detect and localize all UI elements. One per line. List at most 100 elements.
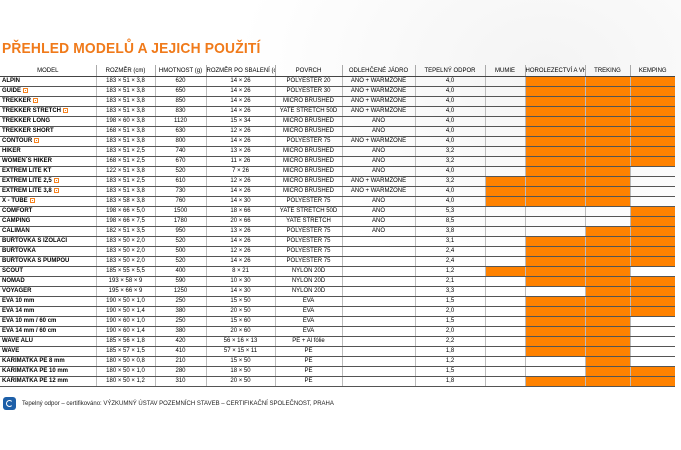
- use-treking-cell: [584, 146, 630, 157]
- size-cell: 183 × 51 × 2,5: [95, 176, 155, 187]
- model-cell: KARIMATKA PE 12 mm: [0, 376, 96, 387]
- model-name: BUŘTOVKA S IZOLACÍ: [2, 238, 68, 244]
- use-treking-cell: [584, 136, 630, 147]
- use-kemping-cell: [629, 196, 675, 207]
- use-horolezectvi-cell: [524, 266, 585, 277]
- weight-cell: 740: [154, 146, 206, 157]
- table-row: HIKER 183 × 51 × 2,5 740 13 × 26 MICRO BRUSH…: [0, 146, 675, 157]
- model-name: GUIDE: [2, 88, 22, 94]
- model-name: BUŘTOVKA: [2, 248, 36, 254]
- packed-cell: 13 × 26: [205, 226, 275, 237]
- model-cell: COMFORT: [0, 206, 96, 217]
- packed-cell: 15 × 50: [205, 356, 275, 367]
- model-name: EVA 10 mm / 60 cm: [2, 318, 57, 324]
- use-treking-cell: [584, 226, 630, 237]
- table-row: ALPIN 183 × 51 × 3,8 620 14 × 26 POLYESTER 2…: [0, 76, 675, 87]
- use-kemping-cell: [629, 216, 675, 227]
- surface-cell: PE + Al fólie: [274, 336, 342, 347]
- core-cell: ANO: [341, 116, 415, 127]
- use-mumie-cell: [484, 246, 525, 257]
- weight-cell: 310: [154, 376, 206, 387]
- weight-cell: 950: [154, 226, 206, 237]
- table-row: BUŘTOVKA 183 × 50 × 2,0 500 12 × 26 POLYESTE…: [0, 246, 675, 257]
- packed-cell: 14 × 26: [205, 256, 275, 267]
- packed-cell: 18 × 66: [205, 206, 275, 217]
- r-cell: 4,0: [414, 186, 485, 197]
- models-table: MODEL ROZMĚR (cm) HMOTNOST (g) ROZMĚR PO SB…: [0, 65, 675, 387]
- use-horolezectvi-cell: [524, 136, 585, 147]
- core-cell: [341, 316, 415, 327]
- r-cell: 4,0: [414, 106, 485, 117]
- table-row: TREKKER SHORT 168 × 51 × 3,8 630 12 × 26 MIC…: [0, 126, 675, 137]
- r-cell: 2,2: [414, 336, 485, 347]
- model-name: CALIMAN: [2, 228, 30, 234]
- table-row: EVA 14 mm / 60 cm 190 × 60 × 1,4 380 20 × 6…: [0, 326, 675, 337]
- footnote: Tepelný odpor – certifikováno: VÝZKUMNÝ …: [3, 397, 334, 410]
- r-cell: 4,0: [414, 116, 485, 127]
- model-cell: X - TUBE: [0, 196, 96, 207]
- size-cell: 183 × 51 × 3,8: [95, 186, 155, 197]
- size-cell: 183 × 51 × 2,5: [95, 146, 155, 157]
- use-treking-cell: [584, 116, 630, 127]
- weight-cell: 800: [154, 136, 206, 147]
- r-cell: 1,8: [414, 376, 485, 387]
- use-kemping-cell: [629, 366, 675, 377]
- r-cell: 4,0: [414, 136, 485, 147]
- use-treking-cell: [584, 336, 630, 347]
- size-cell: 190 × 60 × 1,4: [95, 326, 155, 337]
- weight-cell: 1120: [154, 116, 206, 127]
- packed-cell: 7 × 26: [205, 166, 275, 177]
- use-horolezectvi-cell: [524, 186, 585, 197]
- packed-cell: 8 × 21: [205, 266, 275, 277]
- model-name: CONTOUR: [2, 138, 33, 144]
- surface-cell: MICRO BRUSHED: [274, 146, 342, 157]
- packed-cell: 14 × 26: [205, 76, 275, 87]
- use-kemping-cell: [629, 346, 675, 357]
- packed-cell: 12 × 26: [205, 126, 275, 137]
- core-cell: ANO: [341, 156, 415, 167]
- use-treking-cell: [584, 86, 630, 97]
- use-horolezectvi-cell: [524, 196, 585, 207]
- use-kemping-cell: [629, 156, 675, 167]
- weight-cell: 250: [154, 296, 206, 307]
- use-kemping-cell: [629, 296, 675, 307]
- model-cell: EXTREM LITE 2,5: [0, 176, 96, 187]
- use-horolezectvi-cell: [524, 276, 585, 287]
- use-treking-cell: [584, 126, 630, 137]
- use-mumie-cell: [484, 266, 525, 277]
- use-kemping-cell: [629, 206, 675, 217]
- packed-cell: 14 × 26: [205, 86, 275, 97]
- use-treking-cell: [584, 166, 630, 177]
- use-kemping-cell: [629, 186, 675, 197]
- use-treking-cell: [584, 246, 630, 257]
- size-cell: 122 × 51 × 3,8: [95, 166, 155, 177]
- use-kemping-cell: [629, 126, 675, 137]
- model-name: EXTREM LITE 3,8: [2, 188, 52, 194]
- r-cell: 2,0: [414, 306, 485, 317]
- use-kemping-cell: [629, 76, 675, 87]
- model-name: CAMPING: [2, 218, 31, 224]
- model-name: WAVE ALU: [2, 338, 33, 344]
- use-horolezectvi-cell: [524, 106, 585, 117]
- table-row: CONTOUR 183 × 51 × 3,8 800 14 × 26 POLYESTER…: [0, 136, 675, 147]
- r-cell: 2,4: [414, 246, 485, 257]
- model-name: KARIMATKA PE 8 mm: [2, 358, 65, 364]
- column-header: TEPELNÝ ODPOR: [414, 65, 485, 77]
- surface-cell: YATE STRETCH: [274, 216, 342, 227]
- weight-cell: 520: [154, 166, 206, 177]
- use-horolezectvi-cell: [524, 356, 585, 367]
- size-cell: 180 × 50 × 0,8: [95, 356, 155, 367]
- surface-cell: PE: [274, 346, 342, 357]
- feature-badge-icon: [29, 197, 35, 203]
- model-cell: CAMPING: [0, 216, 96, 227]
- r-cell: 1,8: [414, 346, 485, 357]
- surface-cell: MICRO BRUSHED: [274, 96, 342, 107]
- surface-cell: NYLON 20D: [274, 276, 342, 287]
- use-kemping-cell: [629, 266, 675, 277]
- size-cell: 180 × 50 × 1,2: [95, 376, 155, 387]
- use-mumie-cell: [484, 216, 525, 227]
- size-cell: 183 × 50 × 2,0: [95, 236, 155, 247]
- model-cell: TREKKER STRETCH: [0, 106, 96, 117]
- core-cell: [341, 246, 415, 257]
- model-cell: TREKKER: [0, 96, 96, 107]
